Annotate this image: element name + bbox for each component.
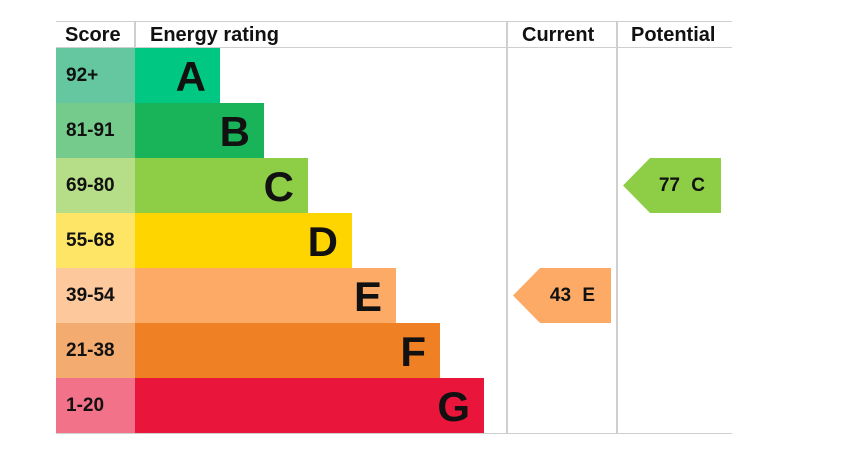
header-border <box>56 47 732 48</box>
score-range-b: 81-91 <box>56 103 135 158</box>
score-range-g: 1-20 <box>56 378 135 433</box>
score-range-c: 69-80 <box>56 158 135 213</box>
band-bar-a: A <box>135 48 220 103</box>
band-bar-d: D <box>135 213 352 268</box>
top-border <box>56 21 732 22</box>
score-range-e: 39-54 <box>56 268 135 323</box>
bottom-border <box>56 433 732 434</box>
potential-rating-arrow: 77 C <box>623 158 721 213</box>
band-bar-c: C <box>135 158 308 213</box>
divider-score <box>134 21 136 48</box>
score-range-a: 92+ <box>56 48 135 103</box>
score-range-d: 55-68 <box>56 213 135 268</box>
band-bar-f: F <box>135 323 440 378</box>
header-score: Score <box>65 24 121 46</box>
current-rating-arrow: 43 E <box>513 268 611 323</box>
band-bar-b: B <box>135 103 264 158</box>
band-bar-e: E <box>135 268 396 323</box>
divider-potential <box>616 21 618 433</box>
score-range-f: 21-38 <box>56 323 135 378</box>
header-potential: Potential <box>631 24 716 46</box>
header-energy-rating: Energy rating <box>150 24 279 46</box>
header-current: Current <box>522 24 595 46</box>
divider-current <box>506 21 508 433</box>
band-bar-g: G <box>135 378 484 433</box>
